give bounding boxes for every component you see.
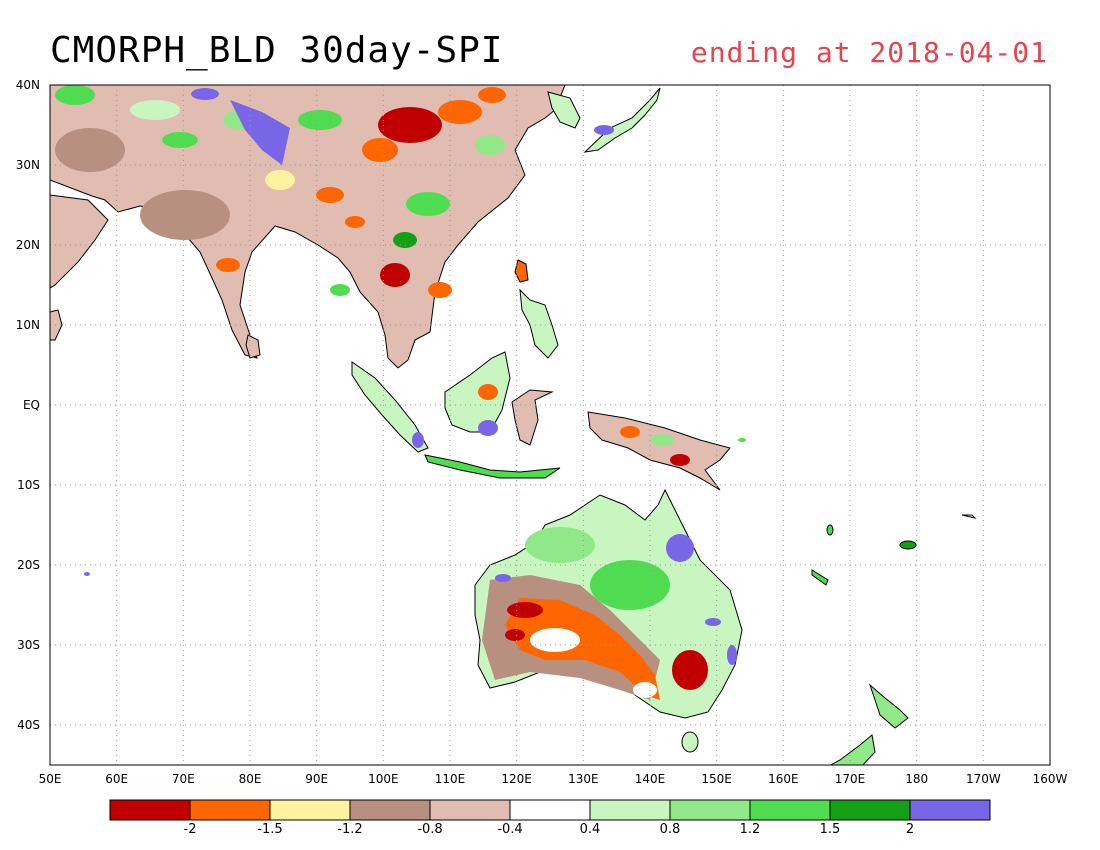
land-sumatra [351,361,429,453]
lon-label: 60E [105,772,129,786]
colorbar-swatch [429,799,511,821]
land-australia [474,488,743,753]
lat-label: 30S [17,638,40,652]
lat-label: 10N [15,318,40,332]
colorbar-swatch [189,799,271,821]
colorbar-swatch [749,799,831,821]
map-frame [49,84,1051,766]
lat-label: 20S [17,558,40,572]
colorbar-swatch [349,799,431,821]
lon-label: 170E [834,772,866,786]
colorbar-swatch [589,799,671,821]
colorbar-swatch [669,799,751,821]
lon-label: 130E [568,772,599,786]
colorbar-swatch [829,799,911,821]
land-new-guinea [587,411,731,491]
lon-label: 90E [305,772,329,786]
lat-label: 40S [17,718,40,732]
land-philippines [514,259,559,359]
lon-label: 100E [368,772,399,786]
colorbar-label: 1.2 [739,822,761,837]
colorbar-label: 2 [905,822,915,837]
land-new-zealand [829,683,909,765]
colorbar-swatch [509,799,591,821]
lon-label: 150E [701,772,732,786]
lon-label: 160E [768,772,799,786]
colorbar [109,799,991,821]
colorbar-swatch [269,799,351,821]
land-borneo [444,351,511,436]
colorbar-label: -0.8 [417,822,443,837]
colorbar-swatch [909,799,991,821]
map-fields [50,85,977,765]
lat-label: 40N [15,78,40,92]
map-subtitle-date: ending at 2018-04-01 [690,36,1048,69]
land-java [424,454,561,479]
lon-label: 140E [634,772,666,786]
colorbar-label: -1.5 [257,822,283,837]
colorbar-label: 0.8 [659,822,681,837]
map-gridlines [50,85,1050,765]
lat-label: 20N [15,238,40,252]
colorbar-label: 0.4 [579,822,601,837]
land-sulawesi [511,389,554,446]
lon-label: 170W [965,772,1001,786]
lon-label: 160W [1032,772,1068,786]
lon-label: 70E [171,772,195,786]
lon-label: 80E [238,772,262,786]
lon-label: 180 [905,772,929,786]
lon-label: 120E [501,772,532,786]
map-title: CMORPH_BLD 30day-SPI [50,30,504,71]
land-japan [547,87,661,153]
land-asia [50,85,566,369]
colorbar-swatch [109,799,191,821]
lat-label: 30N [15,158,40,172]
colorbar-label: -1.2 [337,822,363,837]
lon-label: 50E [38,772,62,786]
colorbar-label: -2 [183,822,197,837]
colorbar-label: -0.4 [497,822,523,837]
lat-label: EQ [22,398,40,412]
land-pacific-islands [84,438,977,586]
lon-label: 110E [434,772,466,786]
colorbar-label: 1.5 [819,822,841,837]
lat-label: 10S [17,478,40,492]
